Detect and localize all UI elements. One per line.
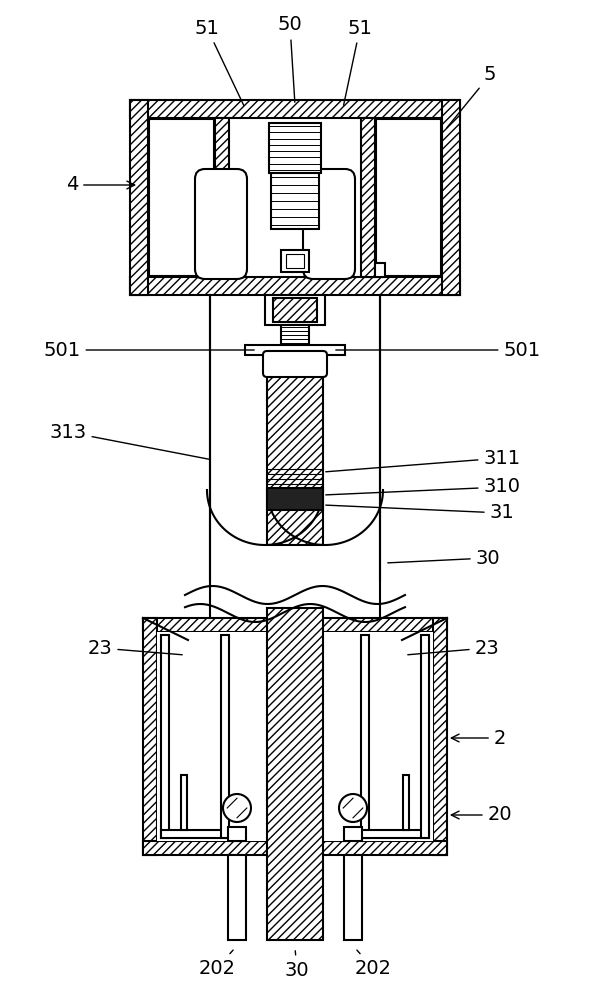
Bar <box>157 632 433 841</box>
Text: 202: 202 <box>198 950 235 978</box>
Bar <box>130 100 148 295</box>
Bar <box>344 827 362 841</box>
Bar <box>375 263 385 277</box>
Text: 2: 2 <box>451 728 506 748</box>
Bar <box>361 635 369 838</box>
Text: 51: 51 <box>195 18 244 105</box>
Bar <box>143 618 157 855</box>
Text: 202: 202 <box>355 950 392 978</box>
Bar <box>181 775 187 830</box>
Bar <box>442 100 460 295</box>
Bar <box>130 100 460 118</box>
Bar <box>143 841 447 855</box>
Circle shape <box>339 794 367 822</box>
Bar <box>161 830 229 838</box>
Bar <box>286 254 304 268</box>
Text: 51: 51 <box>343 18 372 105</box>
Text: 501: 501 <box>336 340 540 360</box>
Bar <box>215 118 229 277</box>
Bar <box>130 277 460 295</box>
Bar <box>267 488 323 510</box>
Text: 311: 311 <box>326 448 520 472</box>
Text: 310: 310 <box>326 478 520 496</box>
Bar <box>344 855 362 940</box>
Bar <box>273 298 317 322</box>
Text: 31: 31 <box>326 504 514 522</box>
Bar <box>161 635 169 838</box>
Text: 313: 313 <box>50 422 210 459</box>
Bar <box>421 635 429 838</box>
Bar <box>267 608 323 940</box>
Text: 20: 20 <box>451 806 512 824</box>
FancyBboxPatch shape <box>303 169 355 279</box>
Bar <box>433 618 447 855</box>
Bar <box>149 119 214 276</box>
Bar <box>221 635 229 838</box>
Circle shape <box>223 794 251 822</box>
Bar <box>228 855 246 940</box>
Bar <box>245 345 345 355</box>
Text: 501: 501 <box>44 340 254 360</box>
Text: 30: 30 <box>285 951 309 980</box>
Text: 23: 23 <box>88 639 182 658</box>
Bar <box>281 250 309 272</box>
Text: 23: 23 <box>408 639 499 658</box>
Bar <box>361 830 429 838</box>
Text: 4: 4 <box>66 176 135 194</box>
Text: 50: 50 <box>278 15 302 102</box>
Bar <box>267 373 323 545</box>
Bar <box>403 775 409 830</box>
Bar <box>265 295 325 325</box>
Bar <box>281 325 309 345</box>
FancyBboxPatch shape <box>263 351 327 377</box>
FancyBboxPatch shape <box>195 169 247 279</box>
Bar <box>361 118 375 277</box>
Bar <box>143 618 447 632</box>
Bar <box>271 173 319 229</box>
Bar <box>376 119 441 276</box>
Bar <box>228 827 246 841</box>
Text: 5: 5 <box>447 66 496 128</box>
Text: 30: 30 <box>388 548 500 568</box>
Bar <box>205 263 215 277</box>
Bar <box>269 123 321 173</box>
